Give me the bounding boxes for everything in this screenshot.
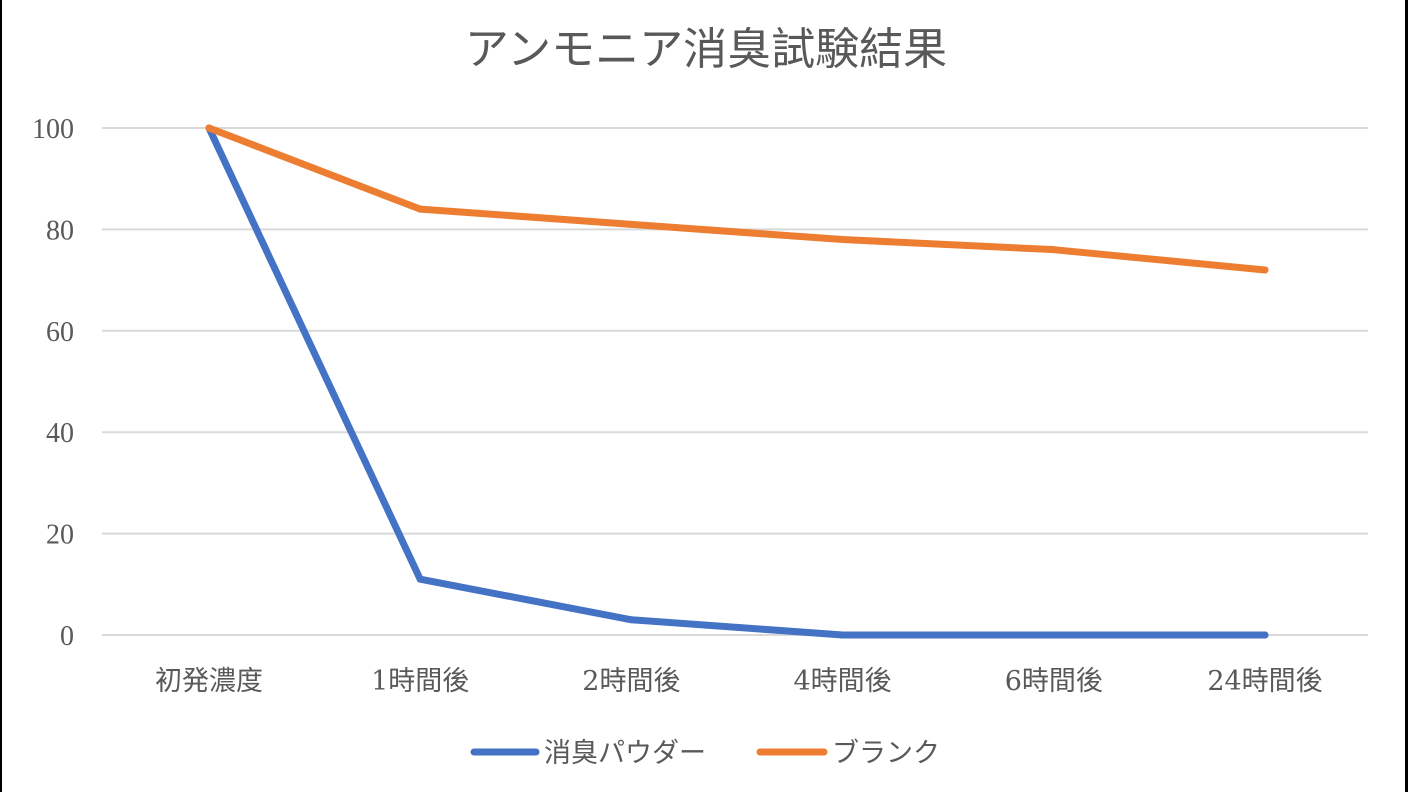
x-tick-label: 24時間後 — [1207, 666, 1322, 697]
y-tick-label: 100 — [32, 114, 74, 145]
legend-label: 消臭パウダー — [544, 738, 706, 769]
data-point — [205, 124, 213, 132]
data-point — [1261, 266, 1269, 274]
x-tick-label: 6時間後 — [1005, 666, 1103, 697]
y-tick-label: 20 — [46, 520, 74, 551]
y-tick-label: 0 — [60, 621, 74, 652]
data-point — [1050, 631, 1058, 639]
legend-label: ブランク — [832, 738, 940, 769]
series-lines — [205, 124, 1269, 639]
x-tick-label: 初発濃度 — [155, 666, 263, 697]
data-point — [839, 236, 847, 244]
data-point — [416, 575, 424, 583]
series-line-1 — [205, 124, 1269, 639]
data-point — [627, 616, 635, 624]
legend: 消臭パウダー ブランク — [470, 738, 940, 769]
y-axis-ticks: 0 20 40 60 80 100 — [32, 114, 74, 652]
y-tick-label: 60 — [46, 317, 74, 348]
data-point — [1261, 631, 1269, 639]
series-line-2 — [205, 124, 1269, 274]
x-tick-label: 4時間後 — [794, 666, 892, 697]
x-axis-ticks: 初発濃度 1時間後 2時間後 4時間後 6時間後 24時間後 — [155, 666, 1323, 697]
y-tick-label: 40 — [46, 418, 74, 449]
chart-title: アンモニア消臭試験結果 — [465, 24, 947, 75]
data-point — [627, 220, 635, 228]
x-tick-label: 2時間後 — [582, 666, 680, 697]
gridlines — [102, 127, 1368, 636]
y-tick-label: 80 — [46, 215, 74, 246]
x-tick-label: 1時間後 — [371, 666, 469, 697]
data-point — [839, 631, 847, 639]
data-point — [416, 205, 424, 213]
data-point — [1050, 246, 1058, 254]
